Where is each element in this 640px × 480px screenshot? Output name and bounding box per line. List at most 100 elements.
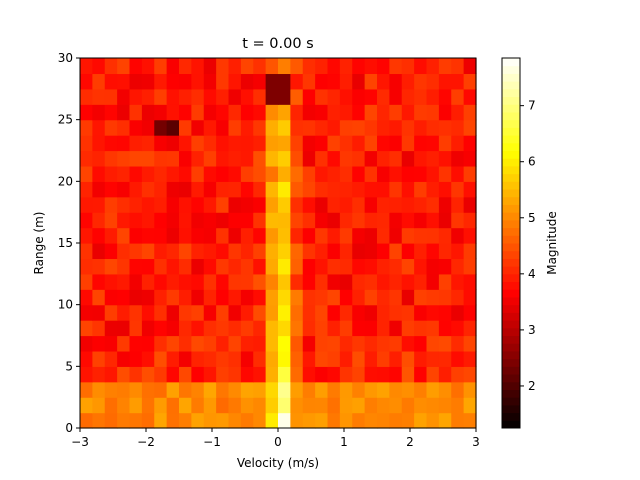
heatmap-cell	[401, 165, 415, 182]
heatmap-cell	[191, 412, 205, 429]
heatmap-cell	[401, 412, 415, 429]
heatmap-cell	[179, 104, 192, 121]
heatmap-cell	[104, 258, 118, 275]
heatmap-cell	[166, 243, 180, 260]
colorbar: 2 3 4 5 6 7	[501, 57, 536, 429]
heatmap-cell	[278, 150, 291, 167]
heatmap-cell	[339, 304, 353, 321]
heatmap-cell	[154, 366, 168, 383]
heatmap-cell	[327, 104, 341, 121]
heatmap-cell	[166, 350, 180, 367]
heatmap-cell	[265, 289, 279, 306]
heatmap-cell	[327, 289, 341, 306]
heatmap-cell	[315, 243, 329, 260]
heatmap-cell	[290, 258, 304, 275]
heatmap-cell	[203, 104, 217, 121]
heatmap-cell	[327, 196, 341, 213]
heatmap-cell	[438, 381, 452, 398]
heatmap-cell	[302, 135, 316, 152]
heatmap-cell	[216, 304, 230, 321]
heatmap-cell	[240, 104, 254, 121]
heatmap-cell	[166, 289, 180, 306]
heatmap-cell	[240, 150, 254, 167]
heatmap-cell	[339, 150, 353, 167]
heatmap-cell	[451, 58, 465, 75]
heatmap-cell	[228, 320, 242, 337]
heatmap-cell	[451, 135, 465, 152]
heatmap-cell	[290, 273, 304, 290]
heatmap-cell	[129, 350, 143, 367]
heatmap-cell	[426, 150, 440, 167]
heatmap-cell	[154, 165, 168, 182]
heatmap-cell	[451, 73, 465, 90]
heatmap-cell	[438, 366, 452, 383]
heatmap-cell	[438, 181, 452, 198]
heatmap-cell	[92, 320, 106, 337]
heatmap-cell	[92, 165, 106, 182]
x-tick-label: −2	[137, 435, 155, 449]
heatmap-cell	[154, 335, 168, 352]
heatmap-cell	[203, 289, 217, 306]
heatmap-cell	[80, 181, 93, 198]
heatmap-cell	[141, 135, 155, 152]
heatmap-cell	[265, 135, 279, 152]
heatmap-cell	[377, 196, 390, 213]
heatmap-cell	[104, 104, 118, 121]
heatmap-cell	[80, 397, 93, 414]
heatmap-cell	[191, 397, 205, 414]
heatmap-cell	[278, 227, 291, 244]
y-tick-label: 0	[65, 421, 73, 435]
heatmap-cell	[216, 258, 230, 275]
colorbar-segment	[502, 320, 520, 329]
colorbar-segment	[502, 58, 520, 67]
heatmap-cell	[438, 243, 452, 260]
heatmap-cell	[154, 350, 168, 367]
heatmap-cell	[414, 320, 428, 337]
heatmap-cell	[315, 289, 329, 306]
heatmap-cell	[438, 258, 452, 275]
heatmap-cell	[327, 73, 341, 90]
heatmap-cell	[278, 289, 291, 306]
heatmap-cell	[154, 243, 168, 260]
heatmap-cell	[426, 212, 440, 229]
colorbar-segment	[502, 173, 520, 182]
heatmap-cell	[92, 73, 106, 90]
heatmap-cell	[141, 366, 155, 383]
x-axis-label: Velocity (m/s)	[237, 456, 319, 470]
heatmap-cell	[414, 150, 428, 167]
heatmap-cell	[80, 366, 93, 383]
heatmap-cell	[414, 381, 428, 398]
heatmap-cell	[228, 88, 242, 105]
colorbar-segment	[502, 273, 520, 283]
heatmap-cell	[203, 135, 217, 152]
heatmap-cell	[302, 150, 316, 167]
heatmap-cell	[278, 58, 291, 75]
heatmap-cell	[438, 196, 452, 213]
heatmap-cell	[179, 73, 192, 90]
heatmap-cell	[253, 258, 267, 275]
heatmap-cell	[426, 304, 440, 321]
heatmap-cell	[377, 212, 390, 229]
heatmap-cell	[327, 350, 341, 367]
heatmap-cell	[216, 227, 230, 244]
heatmap-cell	[463, 381, 477, 398]
heatmap-cell	[389, 320, 403, 337]
heatmap-cell	[166, 88, 180, 105]
colorbar-segment	[502, 250, 520, 259]
heatmap-cell	[154, 88, 168, 105]
heatmap-cell	[191, 104, 205, 121]
heatmap-cell	[377, 227, 390, 244]
heatmap-cell	[179, 320, 192, 337]
heatmap-cell	[438, 104, 452, 121]
heatmap-cell	[265, 196, 279, 213]
heatmap-cell	[265, 366, 279, 383]
heatmap-cell	[179, 273, 192, 290]
heatmap-cell	[327, 258, 341, 275]
heatmap-cell	[339, 273, 353, 290]
heatmap-cell	[327, 304, 341, 321]
heatmap-cell	[117, 119, 131, 136]
heatmap-cell	[253, 88, 267, 105]
heatmap-cell	[438, 212, 452, 229]
heatmap-cell	[179, 243, 192, 260]
heatmap-cell	[179, 304, 192, 321]
